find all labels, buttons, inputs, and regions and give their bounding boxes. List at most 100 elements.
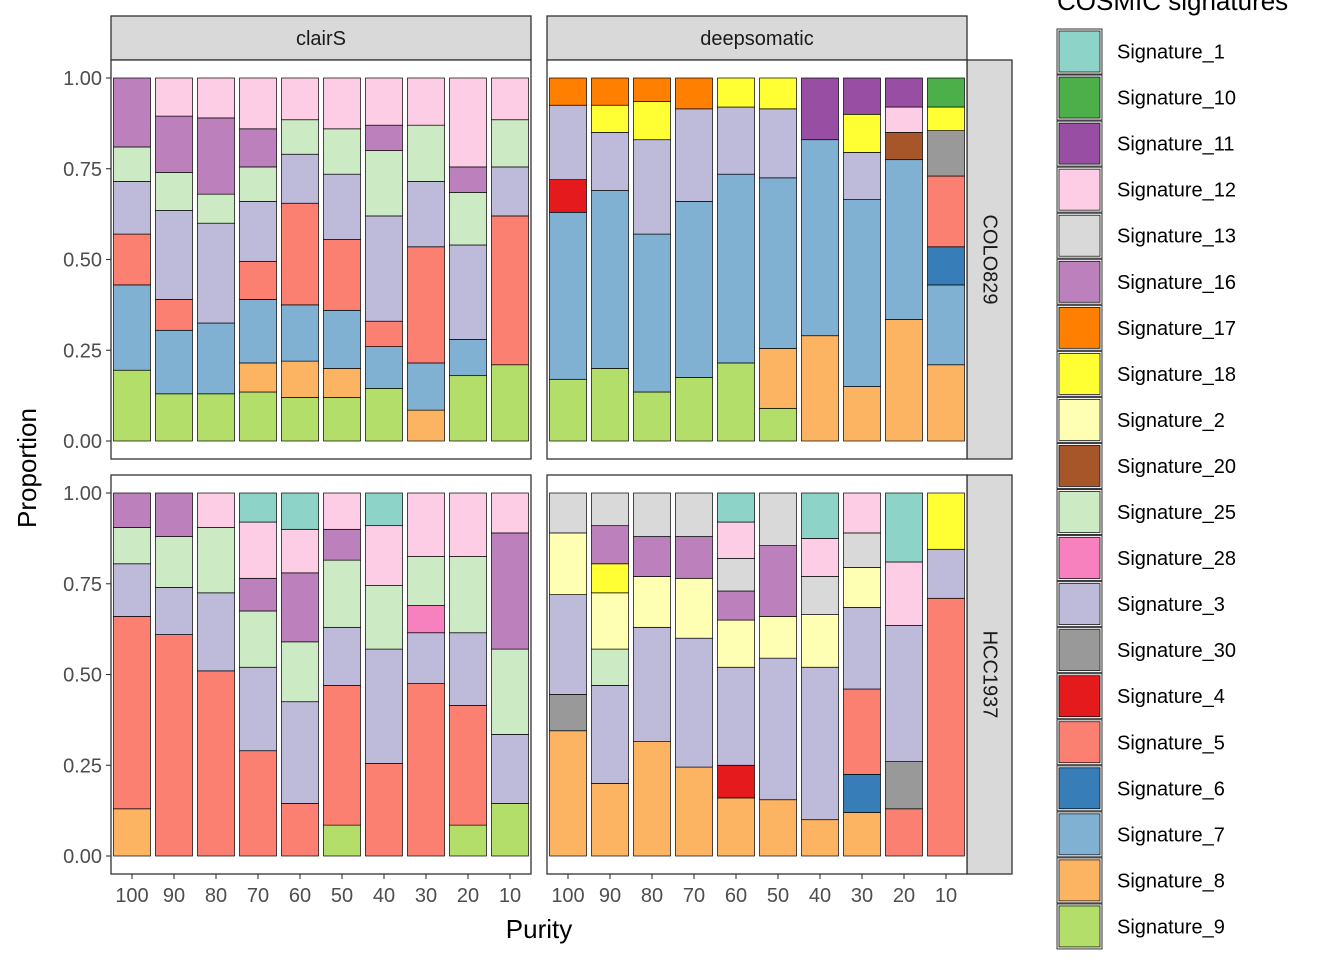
bar-segment bbox=[407, 124, 445, 182]
bar-segment bbox=[449, 492, 487, 557]
bar-segment bbox=[449, 77, 487, 168]
bar-segment bbox=[843, 386, 881, 442]
bar-segment bbox=[239, 750, 277, 857]
bar-segment bbox=[885, 761, 923, 810]
bar-segment bbox=[675, 536, 713, 579]
bar-segment bbox=[155, 492, 193, 537]
bar-segment bbox=[491, 119, 529, 168]
bar-segment bbox=[885, 625, 923, 762]
bar-segment bbox=[365, 388, 403, 442]
bar-segment bbox=[843, 199, 881, 387]
legend-label: Signature_4 bbox=[1117, 686, 1225, 708]
bar-segment bbox=[591, 592, 629, 650]
bar-segment bbox=[323, 824, 361, 857]
bar-segment bbox=[281, 803, 319, 857]
bar-segment bbox=[801, 492, 839, 539]
bar-segment bbox=[717, 797, 755, 857]
bar-segment bbox=[927, 77, 965, 108]
bar-segment bbox=[197, 492, 235, 528]
bar-segment bbox=[155, 77, 193, 117]
bar-segment bbox=[549, 104, 587, 180]
legend-label: Signature_13 bbox=[1117, 226, 1236, 248]
legend-swatch bbox=[1058, 76, 1101, 119]
bar-segment bbox=[323, 77, 361, 130]
bar-segment bbox=[365, 215, 403, 322]
legend-label: Signature_3 bbox=[1117, 594, 1225, 616]
bar-segment bbox=[549, 378, 587, 442]
bar-segment bbox=[155, 393, 193, 442]
bar-segment bbox=[591, 563, 629, 594]
bar-segment bbox=[365, 320, 403, 347]
bar-segment bbox=[491, 215, 529, 366]
bar-segment bbox=[885, 132, 923, 161]
bar-segment bbox=[843, 567, 881, 608]
column-strip-label: deepsomatic bbox=[700, 28, 813, 50]
bar-segment bbox=[801, 538, 839, 577]
bar-segment bbox=[927, 246, 965, 286]
bar-segment bbox=[113, 284, 151, 371]
bar-segment bbox=[239, 128, 277, 168]
bar-segment bbox=[843, 152, 881, 200]
bar-segment bbox=[843, 606, 881, 690]
x-tick-label: 10 bbox=[935, 885, 957, 907]
bar-segment bbox=[549, 179, 587, 213]
bar-segment bbox=[113, 181, 151, 235]
column-strip-label: clairS bbox=[296, 28, 346, 50]
bar-segment bbox=[155, 115, 193, 173]
panel-clairS-COLO829 bbox=[110, 59, 532, 460]
bar-segment bbox=[449, 824, 487, 857]
bar-segment bbox=[591, 525, 629, 565]
y-tick-label: 0.75 bbox=[63, 574, 102, 596]
bar-segment bbox=[717, 619, 755, 668]
bar-segment bbox=[759, 492, 797, 546]
bar-segment bbox=[549, 492, 587, 534]
bar-segment bbox=[113, 563, 151, 617]
bar-segment bbox=[155, 299, 193, 331]
legend-label: Signature_28 bbox=[1117, 548, 1236, 570]
bar-segment bbox=[365, 585, 403, 650]
bar-segment bbox=[885, 319, 923, 442]
legend-swatch bbox=[1058, 721, 1101, 764]
legend-swatch bbox=[1058, 675, 1101, 718]
bar-segment bbox=[717, 362, 755, 442]
legend-label: Signature_8 bbox=[1117, 870, 1225, 892]
bar-segment bbox=[675, 766, 713, 857]
bar-segment bbox=[843, 688, 881, 775]
bar-segment bbox=[759, 657, 797, 801]
bar-segment bbox=[113, 369, 151, 442]
y-tick-label: 0.25 bbox=[63, 755, 102, 777]
bar-segment bbox=[843, 773, 881, 813]
bar-segment bbox=[885, 159, 923, 320]
bar-segment bbox=[759, 799, 797, 857]
y-tick-label: 0.50 bbox=[63, 665, 102, 687]
bar-segment bbox=[323, 368, 361, 398]
column-strip bbox=[546, 15, 968, 61]
bar-segment bbox=[491, 364, 529, 442]
bar-segment bbox=[717, 521, 755, 559]
bar-segment bbox=[407, 181, 445, 248]
bar-segment bbox=[759, 77, 797, 110]
x-tick-label: 40 bbox=[373, 885, 395, 907]
bar-segment bbox=[281, 528, 319, 574]
bar-segment bbox=[843, 532, 881, 568]
y-axis-title: Proportion bbox=[12, 408, 42, 528]
x-tick-label: 40 bbox=[809, 885, 831, 907]
bar-segment bbox=[759, 545, 797, 617]
bar-segment bbox=[927, 597, 965, 857]
bar-segment bbox=[113, 77, 151, 148]
legend-swatch bbox=[1058, 122, 1101, 165]
bar-segment bbox=[927, 548, 965, 599]
bar-segment bbox=[113, 492, 151, 528]
bar-segment bbox=[239, 260, 277, 300]
legend-label: Signature_6 bbox=[1117, 778, 1225, 800]
x-axis-title: Purity bbox=[506, 914, 572, 944]
bar-segment bbox=[491, 77, 529, 121]
bar-segment bbox=[801, 666, 839, 821]
bar-segment bbox=[843, 113, 881, 153]
row-strip bbox=[966, 59, 1013, 460]
bar-segment bbox=[885, 106, 923, 133]
legend-swatch bbox=[1058, 30, 1101, 73]
y-tick-label: 0.00 bbox=[63, 431, 102, 453]
bar-segment bbox=[675, 492, 713, 537]
